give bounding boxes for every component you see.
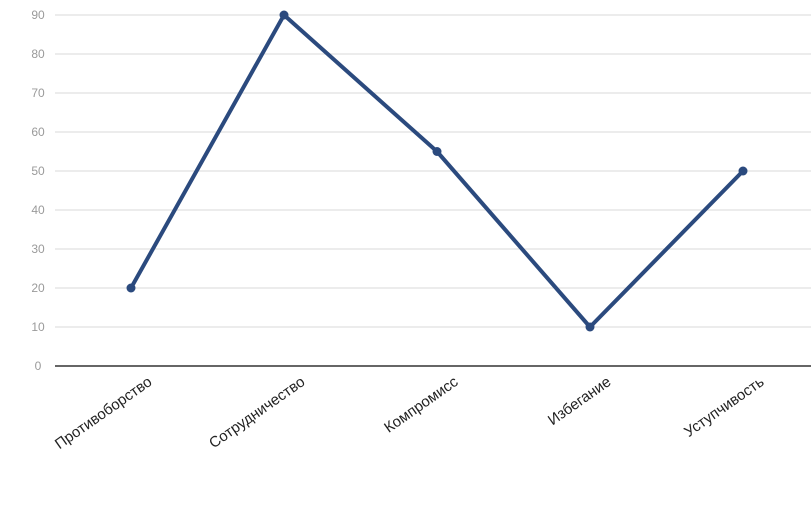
x-tick-label: Противоборство (52, 373, 155, 453)
series-layer (126, 10, 748, 332)
y-tick-label: 40 (31, 203, 45, 217)
y-tick-label: 10 (31, 320, 45, 334)
x-tick-label: Компромисс (381, 373, 462, 436)
x-tick-label: Сотрудничество (206, 373, 308, 452)
data-point (432, 147, 442, 156)
y-tick-label: 50 (31, 164, 45, 178)
y-tick-label: 0 (35, 359, 42, 373)
data-point (279, 10, 289, 20)
y-tick-label: 60 (31, 125, 45, 139)
x-tick-label: Избегание (545, 373, 614, 429)
data-point (126, 283, 136, 293)
y-tick-label: 30 (31, 242, 45, 256)
y-tick-label: 90 (31, 8, 45, 22)
x-axis-tick-labels: Противоборство Сотрудничество Компромисс Из… (52, 373, 768, 453)
y-tick-label: 70 (31, 86, 45, 100)
data-point (738, 166, 748, 176)
gridlines (55, 14, 811, 328)
data-point (585, 322, 595, 332)
y-tick-label: 20 (31, 281, 45, 295)
x-tick-label: Уступчивость (681, 373, 767, 440)
y-axis-tick-labels: 0 10 20 30 40 50 60 70 80 90 (31, 8, 45, 373)
y-tick-label: 80 (31, 47, 45, 61)
